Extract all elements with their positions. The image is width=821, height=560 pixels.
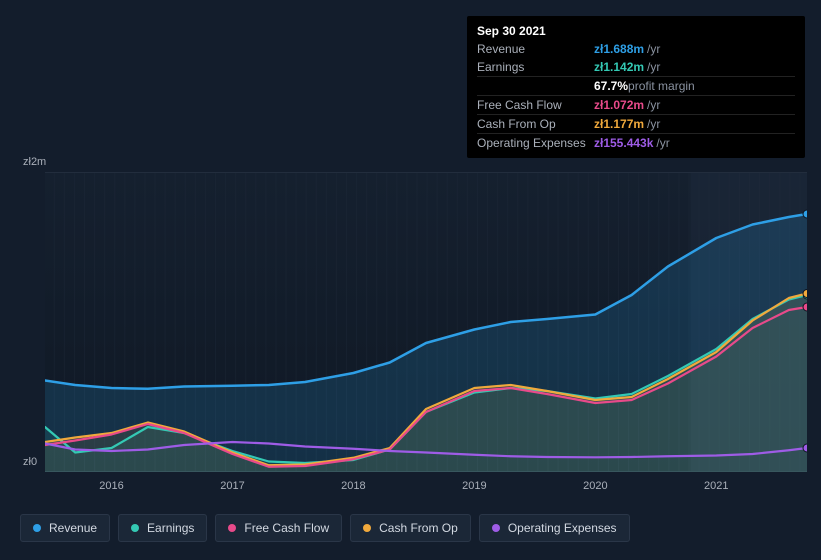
- tooltip-metric-value: zł1.177m: [594, 117, 644, 131]
- tooltip-metric-value: zł1.688m: [594, 42, 644, 56]
- tooltip-metric-label: Operating Expenses: [477, 136, 594, 150]
- tooltip-metric-label: Revenue: [477, 42, 594, 56]
- tooltip-metric-unit: /yr: [647, 42, 660, 56]
- tooltip-row: 67.7% profit margin: [477, 76, 795, 95]
- tooltip-metric-label: Cash From Op: [477, 117, 594, 131]
- tooltip-date: Sep 30 2021: [477, 22, 795, 40]
- y-axis-label-bottom: zł0: [23, 456, 37, 468]
- x-axis-tick: 2019: [462, 480, 486, 492]
- tooltip-metric-unit: /yr: [656, 136, 669, 150]
- tooltip-metric-unit: /yr: [647, 98, 660, 112]
- x-axis-tick: 2017: [220, 480, 244, 492]
- tooltip-row: Operating Expenseszł155.443k /yr: [477, 133, 795, 152]
- legend-item[interactable]: Cash From Op: [350, 514, 471, 542]
- tooltip-metric-value: 67.7%: [594, 79, 628, 93]
- tooltip-metric-label: Free Cash Flow: [477, 98, 594, 112]
- x-axis-tick: 2021: [704, 480, 728, 492]
- legend-label: Operating Expenses: [508, 521, 617, 535]
- x-axis-tick: 2020: [583, 480, 607, 492]
- x-axis: 2016 2017 2018 2019 2020 2021: [45, 480, 807, 500]
- legend-item[interactable]: Earnings: [118, 514, 207, 542]
- tooltip-row: Earningszł1.142m /yr: [477, 58, 795, 76]
- chart-plot-area[interactable]: [45, 172, 807, 472]
- legend-color-dot: [131, 524, 139, 532]
- x-axis-tick: 2016: [99, 480, 123, 492]
- legend-label: Free Cash Flow: [244, 521, 329, 535]
- legend-color-dot: [228, 524, 236, 532]
- tooltip-metric-value: zł1.072m: [594, 98, 644, 112]
- tooltip-row: Free Cash Flowzł1.072m /yr: [477, 95, 795, 114]
- legend-label: Revenue: [49, 521, 97, 535]
- tooltip-row: Cash From Opzł1.177m /yr: [477, 114, 795, 133]
- data-tooltip: Sep 30 2021 Revenuezł1.688m /yrEarningsz…: [467, 16, 805, 158]
- legend-item[interactable]: Revenue: [20, 514, 110, 542]
- tooltip-metric-value: zł1.142m: [594, 60, 644, 74]
- tooltip-metric-unit: /yr: [647, 60, 660, 74]
- chart-panel: Sep 30 2021 Revenuezł1.688m /yrEarningsz…: [0, 0, 821, 560]
- tooltip-row: Revenuezł1.688m /yr: [477, 40, 795, 58]
- legend-label: Earnings: [147, 521, 194, 535]
- y-axis-label-top: zł2m: [23, 156, 46, 168]
- tooltip-metric-value: zł155.443k: [594, 136, 653, 150]
- legend-item[interactable]: Operating Expenses: [479, 514, 630, 542]
- legend-color-dot: [363, 524, 371, 532]
- tooltip-metric-unit: profit margin: [628, 79, 695, 93]
- legend-color-dot: [492, 524, 500, 532]
- legend-label: Cash From Op: [379, 521, 458, 535]
- legend-item[interactable]: Free Cash Flow: [215, 514, 342, 542]
- chart-legend: Revenue Earnings Free Cash Flow Cash From O…: [20, 514, 630, 542]
- x-axis-tick: 2018: [341, 480, 365, 492]
- tooltip-metric-unit: /yr: [647, 117, 660, 131]
- tooltip-metric-label: Earnings: [477, 60, 594, 74]
- legend-color-dot: [33, 524, 41, 532]
